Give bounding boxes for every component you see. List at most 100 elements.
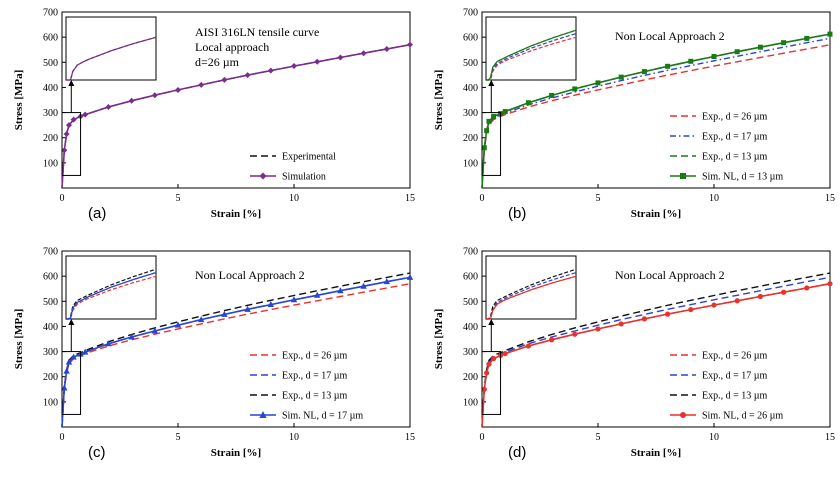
y-tick-label: 600 <box>43 272 58 283</box>
x-tick-label: 5 <box>176 432 181 443</box>
panel-label: (c) <box>88 444 106 461</box>
data-point-marker <box>105 340 112 347</box>
data-point-marker <box>486 361 492 367</box>
data-point-marker <box>665 63 671 69</box>
x-tick-label: 5 <box>596 432 601 443</box>
x-axis-label: Strain [%] <box>211 447 261 459</box>
y-tick-label: 100 <box>43 158 58 169</box>
legend-marker <box>259 411 267 418</box>
data-point-marker <box>572 331 578 337</box>
x-axis-label: Strain [%] <box>631 208 681 220</box>
data-point-marker <box>502 109 508 115</box>
x-tick-label: 15 <box>405 193 415 204</box>
data-point-marker <box>360 282 367 289</box>
data-point-marker <box>595 326 601 332</box>
data-point-marker <box>290 296 298 303</box>
zoom-arrow-head <box>488 80 495 86</box>
data-point-marker <box>757 293 763 300</box>
panel-label: (d) <box>508 444 526 461</box>
inset-frame <box>485 255 577 320</box>
data-point-marker <box>244 305 251 312</box>
legend-label: Sim. NL, d = 17 µm <box>282 411 363 422</box>
data-point-marker <box>151 92 158 99</box>
data-point-marker <box>757 44 763 50</box>
data-point-marker <box>595 80 601 86</box>
series-line <box>481 272 831 428</box>
inset-series-line <box>486 268 577 320</box>
plot-frame <box>61 250 411 428</box>
legend-label: Exp., d = 26 µm <box>702 351 768 362</box>
y-tick-label: 600 <box>463 33 478 44</box>
y-tick-label: 400 <box>463 83 478 94</box>
data-point-marker <box>688 306 694 313</box>
y-tick-label: 200 <box>43 133 58 144</box>
y-tick-label: 600 <box>43 33 58 44</box>
y-tick-label: 700 <box>463 8 478 19</box>
x-tick-label: 0 <box>480 432 485 443</box>
chart-panel-a: 100 200 300 400 500 600 700 0 5 10 15 Strain [%] Str… <box>0 0 420 238</box>
annotation-text: AISI 316LN tensile curve <box>195 25 319 39</box>
inset-frame <box>65 16 157 81</box>
data-point-marker <box>688 58 694 64</box>
data-point-marker <box>618 74 624 80</box>
chart-panel-d: 100 200 300 400 500 600 700 0 5 10 15 Strain [%] Str… <box>420 239 840 477</box>
y-tick-label: 100 <box>463 158 478 169</box>
data-point-marker <box>491 113 497 119</box>
data-point-marker <box>641 69 647 75</box>
data-point-marker <box>665 311 671 317</box>
data-point-marker <box>484 370 490 376</box>
y-tick-label: 500 <box>463 58 478 69</box>
annotation-text: d=26 µm <box>195 55 240 69</box>
chart-svg-d: 100 200 300 400 500 600 700 0 5 10 15 Strain [%] Str… <box>433 247 835 462</box>
zoom-arrow-head <box>68 319 75 325</box>
y-axis-label: Stress [MPa] <box>433 309 445 370</box>
data-point-marker <box>486 118 492 124</box>
legend-label: Exp., d = 26 µm <box>282 351 348 362</box>
data-point-marker <box>244 72 251 79</box>
data-point-marker <box>174 321 182 328</box>
chart-svg-b: 100 200 300 400 500 600 700 0 5 10 15 Strain [%] Str… <box>433 8 835 223</box>
series-line <box>481 276 831 428</box>
data-point-marker <box>734 49 740 55</box>
data-point-marker <box>804 35 810 41</box>
data-point-marker <box>711 54 717 60</box>
x-tick-label: 10 <box>289 432 299 443</box>
y-tick-label: 400 <box>43 83 58 94</box>
data-point-marker <box>314 58 321 65</box>
data-point-marker <box>549 337 555 343</box>
plot-frame <box>481 250 831 428</box>
data-point-marker <box>63 367 70 374</box>
data-point-marker <box>65 122 72 129</box>
data-point-marker <box>128 97 135 104</box>
y-tick-label: 400 <box>463 322 478 333</box>
y-tick-label: 700 <box>43 8 58 19</box>
y-tick-label: 200 <box>463 133 478 144</box>
y-tick-label: 300 <box>43 108 58 119</box>
x-tick-label: 15 <box>825 432 835 443</box>
x-tick-label: 15 <box>405 432 415 443</box>
y-tick-label: 300 <box>43 347 58 358</box>
data-point-marker <box>105 104 112 111</box>
legend-label: Exp., d = 13 µm <box>702 152 768 163</box>
data-point-marker <box>549 92 555 98</box>
annotation-text: Non Local Approach 2 <box>195 268 305 282</box>
data-point-marker <box>407 41 413 48</box>
x-tick-label: 0 <box>60 432 65 443</box>
y-tick-label: 100 <box>463 397 478 408</box>
data-point-marker <box>641 316 647 322</box>
data-point-marker <box>481 145 487 151</box>
y-tick-label: 500 <box>43 297 58 308</box>
data-point-marker <box>484 128 490 134</box>
y-tick-label: 500 <box>463 297 478 308</box>
data-point-marker <box>572 86 578 92</box>
y-tick-label: 300 <box>463 347 478 358</box>
chart-svg-c: 100 200 300 400 500 600 700 0 5 10 15 Strain [%] Str… <box>13 247 415 462</box>
x-tick-label: 5 <box>596 193 601 204</box>
plot-frame <box>61 11 411 189</box>
y-axis-label: Stress [MPa] <box>13 309 25 370</box>
data-point-marker <box>804 285 810 291</box>
data-point-marker <box>383 278 390 285</box>
legend-label: Simulation <box>282 172 326 183</box>
inset-series-line <box>66 268 157 320</box>
y-tick-label: 700 <box>43 247 58 258</box>
